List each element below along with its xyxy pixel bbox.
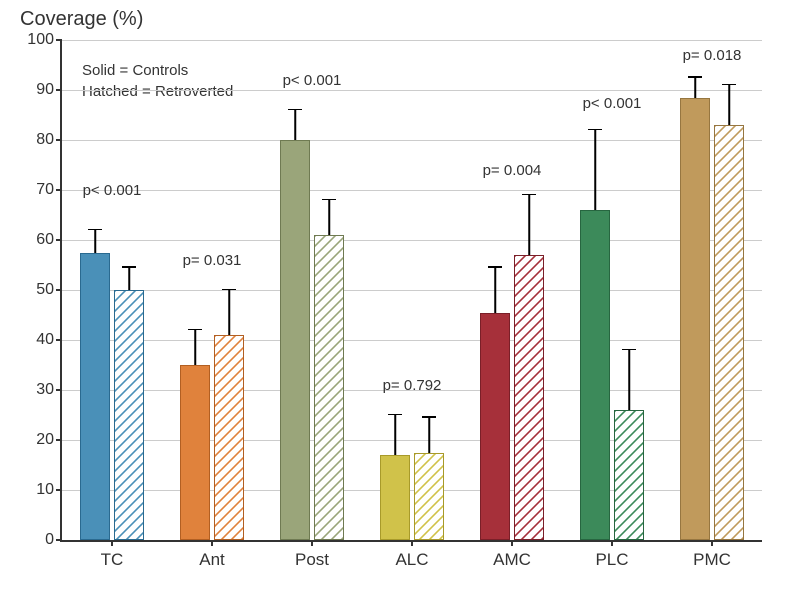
ytick-mark — [56, 539, 62, 541]
error-bar — [494, 268, 496, 313]
xtick-label: TC — [101, 540, 124, 570]
ytick-mark — [56, 289, 62, 291]
ytick-mark — [56, 339, 62, 341]
p-value-label: p= 0.004 — [483, 162, 542, 179]
bar-solid — [280, 140, 310, 540]
error-cap — [522, 194, 536, 196]
xtick-label: Post — [295, 540, 329, 570]
error-cap — [288, 109, 302, 111]
error-cap — [422, 416, 436, 418]
bar-solid — [680, 98, 710, 541]
gridline — [62, 490, 762, 491]
ytick-mark — [56, 39, 62, 41]
p-value-label: p< 0.001 — [283, 72, 342, 89]
error-cap — [488, 266, 502, 268]
legend: Solid = ControlsHatched = Retroverted — [82, 60, 233, 102]
error-cap — [388, 414, 402, 416]
xtick-label: PLC — [595, 540, 628, 570]
bar-solid — [480, 313, 510, 541]
xtick-label: ALC — [395, 540, 428, 570]
error-bar — [394, 415, 396, 455]
xtick-label: Ant — [199, 540, 225, 570]
bar-solid — [180, 365, 210, 540]
ytick-mark — [56, 139, 62, 141]
ytick-mark — [56, 439, 62, 441]
legend-line: Solid = Controls — [82, 60, 233, 81]
p-value-label: p< 0.001 — [83, 182, 142, 199]
xtick-label: PMC — [693, 540, 731, 570]
error-bar — [594, 130, 596, 210]
bar-hatched — [714, 125, 744, 540]
bar-hatched — [614, 410, 644, 540]
error-bar — [728, 85, 730, 125]
error-cap — [588, 129, 602, 131]
ytick-mark — [56, 189, 62, 191]
error-cap — [122, 266, 136, 268]
ytick-mark — [56, 389, 62, 391]
error-bar — [428, 418, 430, 453]
p-value-label: p= 0.031 — [183, 252, 242, 269]
plot-area: Solid = ControlsHatched = Retroverted 01… — [60, 40, 762, 542]
error-bar — [528, 195, 530, 255]
p-value-label: p= 0.018 — [683, 47, 742, 64]
gridline — [62, 240, 762, 241]
error-cap — [622, 349, 636, 351]
gridline — [62, 140, 762, 141]
bar-solid — [380, 455, 410, 540]
ytick-mark — [56, 89, 62, 91]
gridline — [62, 40, 762, 41]
error-bar — [194, 330, 196, 365]
bar-hatched — [314, 235, 344, 540]
bar-solid — [80, 253, 110, 541]
error-cap — [188, 329, 202, 331]
bar-hatched — [414, 453, 444, 541]
p-value-label: p< 0.001 — [583, 95, 642, 112]
gridline — [62, 90, 762, 91]
gridline — [62, 340, 762, 341]
ytick-mark — [56, 489, 62, 491]
error-bar — [628, 350, 630, 410]
error-bar — [128, 268, 130, 291]
bar-hatched — [514, 255, 544, 540]
chart-y-axis-title: Coverage (%) — [20, 8, 143, 31]
p-value-label: p= 0.792 — [383, 377, 442, 394]
error-bar — [94, 230, 96, 253]
error-bar — [294, 110, 296, 140]
bar-hatched — [114, 290, 144, 540]
error-bar — [328, 200, 330, 235]
error-cap — [722, 84, 736, 86]
bar-hatched — [214, 335, 244, 540]
xtick-label: AMC — [493, 540, 531, 570]
error-cap — [688, 76, 702, 78]
legend-line: Hatched = Retroverted — [82, 81, 233, 102]
ytick-mark — [56, 239, 62, 241]
gridline — [62, 190, 762, 191]
error-cap — [222, 289, 236, 291]
bar-solid — [580, 210, 610, 540]
error-cap — [322, 199, 336, 201]
gridline — [62, 290, 762, 291]
gridline — [62, 440, 762, 441]
coverage-bar-chart: Coverage (%) Solid = ControlsHatched = R… — [0, 0, 788, 591]
error-cap — [88, 229, 102, 231]
error-bar — [694, 78, 696, 98]
error-bar — [228, 290, 230, 335]
